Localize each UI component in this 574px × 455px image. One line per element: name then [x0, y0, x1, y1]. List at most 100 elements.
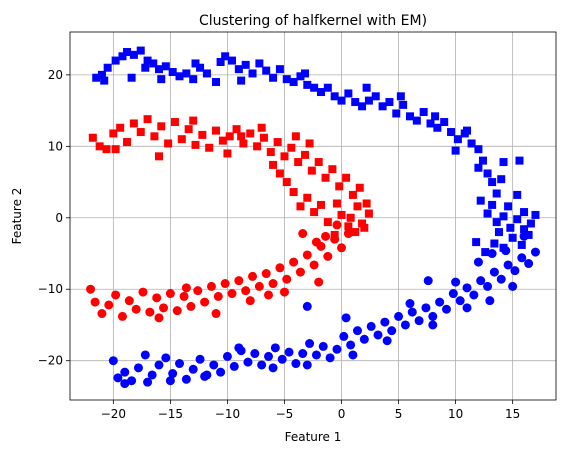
data-point-square [269, 160, 278, 169]
data-point-circle [175, 359, 185, 369]
data-point-circle [108, 356, 118, 366]
data-point-circle [508, 281, 518, 291]
data-point-square [123, 48, 132, 57]
data-point-square [191, 140, 200, 149]
data-point-square [515, 156, 524, 165]
x-axis-label: Feature 1 [285, 430, 342, 444]
data-point-circle [117, 311, 127, 321]
y-axis-ticks: −20 −10 0 10 20 [38, 68, 70, 368]
data-point-square [95, 142, 104, 151]
x-tick-label: 10 [448, 407, 463, 421]
data-point-circle [435, 297, 445, 307]
data-point-circle [341, 313, 351, 323]
data-point-square [262, 66, 271, 75]
data-point-square [504, 202, 513, 211]
data-point-circle [332, 220, 342, 230]
data-point-square [170, 118, 179, 127]
data-point-square [205, 143, 214, 152]
data-point-square [216, 58, 225, 67]
data-point-square [474, 163, 483, 172]
data-point-square [189, 116, 198, 125]
data-point-square [419, 108, 428, 117]
data-point-square [513, 190, 522, 199]
data-point-circle [179, 291, 189, 301]
data-point-circle [346, 340, 356, 350]
data-point-circle [473, 257, 483, 267]
data-point-square [483, 169, 492, 178]
data-point-square [472, 238, 481, 247]
data-point-circle [165, 289, 175, 299]
data-point-circle [476, 276, 486, 286]
data-point-circle [104, 300, 114, 310]
data-point-square [385, 98, 394, 107]
data-point-square [412, 116, 421, 125]
data-point-square [524, 230, 533, 239]
data-point-circle [487, 249, 497, 259]
data-point-circle [200, 297, 210, 307]
data-point-circle [229, 361, 239, 371]
data-point-circle [289, 257, 299, 267]
data-point-square [221, 52, 230, 61]
data-point-circle [147, 370, 157, 380]
data-point-circle [200, 371, 210, 381]
data-point-circle [270, 343, 280, 353]
data-point-square [305, 139, 314, 148]
data-point-square [259, 133, 268, 142]
data-point-square [467, 139, 476, 148]
data-point-square [168, 68, 177, 77]
data-point-square [481, 248, 490, 257]
data-point-circle [257, 360, 267, 370]
data-point-circle [186, 301, 196, 311]
data-point-square [476, 196, 485, 205]
data-point-circle [441, 304, 451, 314]
data-point-circle [302, 301, 312, 311]
data-point-square [342, 173, 351, 182]
data-point-circle [348, 350, 358, 360]
data-point-square [323, 83, 332, 92]
data-point-square [111, 56, 120, 65]
data-point-square [289, 188, 298, 197]
point-series-3 [86, 220, 353, 323]
data-point-circle [394, 311, 404, 321]
data-point-square [175, 72, 184, 81]
data-point-circle [332, 344, 342, 354]
y-tick-label: −20 [38, 354, 63, 368]
data-point-circle [188, 364, 198, 374]
data-point-circle [140, 350, 150, 360]
data-point-square [316, 88, 325, 97]
data-point-circle [168, 369, 178, 379]
data-point-circle [120, 379, 130, 389]
data-point-square [310, 83, 319, 92]
data-point-circle [325, 353, 335, 363]
data-point-square [202, 69, 211, 78]
data-point-square [100, 76, 109, 85]
x-tick-label: −5 [276, 407, 294, 421]
data-point-square [520, 225, 529, 234]
point-series-0 [92, 46, 540, 257]
data-point-circle [414, 316, 424, 326]
data-point-square [241, 60, 250, 69]
data-point-square [103, 63, 112, 72]
data-point-square [453, 135, 462, 144]
data-point-circle [97, 309, 107, 319]
data-point-square [492, 218, 501, 227]
data-point-circle [138, 287, 148, 297]
data-point-square [157, 122, 166, 131]
data-point-circle [86, 284, 96, 294]
data-point-circle [209, 360, 219, 370]
data-point-square [337, 210, 346, 219]
data-point-square [346, 213, 355, 222]
x-tick-label: 15 [505, 407, 520, 421]
data-point-square [196, 63, 205, 72]
data-point-square [218, 136, 227, 145]
point-series-1 [108, 231, 540, 389]
data-point-circle [510, 266, 520, 276]
data-point-circle [206, 281, 216, 291]
data-point-square [348, 190, 357, 199]
data-point-circle [366, 321, 376, 331]
data-point-square [488, 178, 497, 187]
data-point-circle [305, 339, 315, 349]
data-point-circle [503, 260, 513, 270]
data-point-circle [90, 297, 100, 307]
data-point-circle [152, 293, 162, 303]
